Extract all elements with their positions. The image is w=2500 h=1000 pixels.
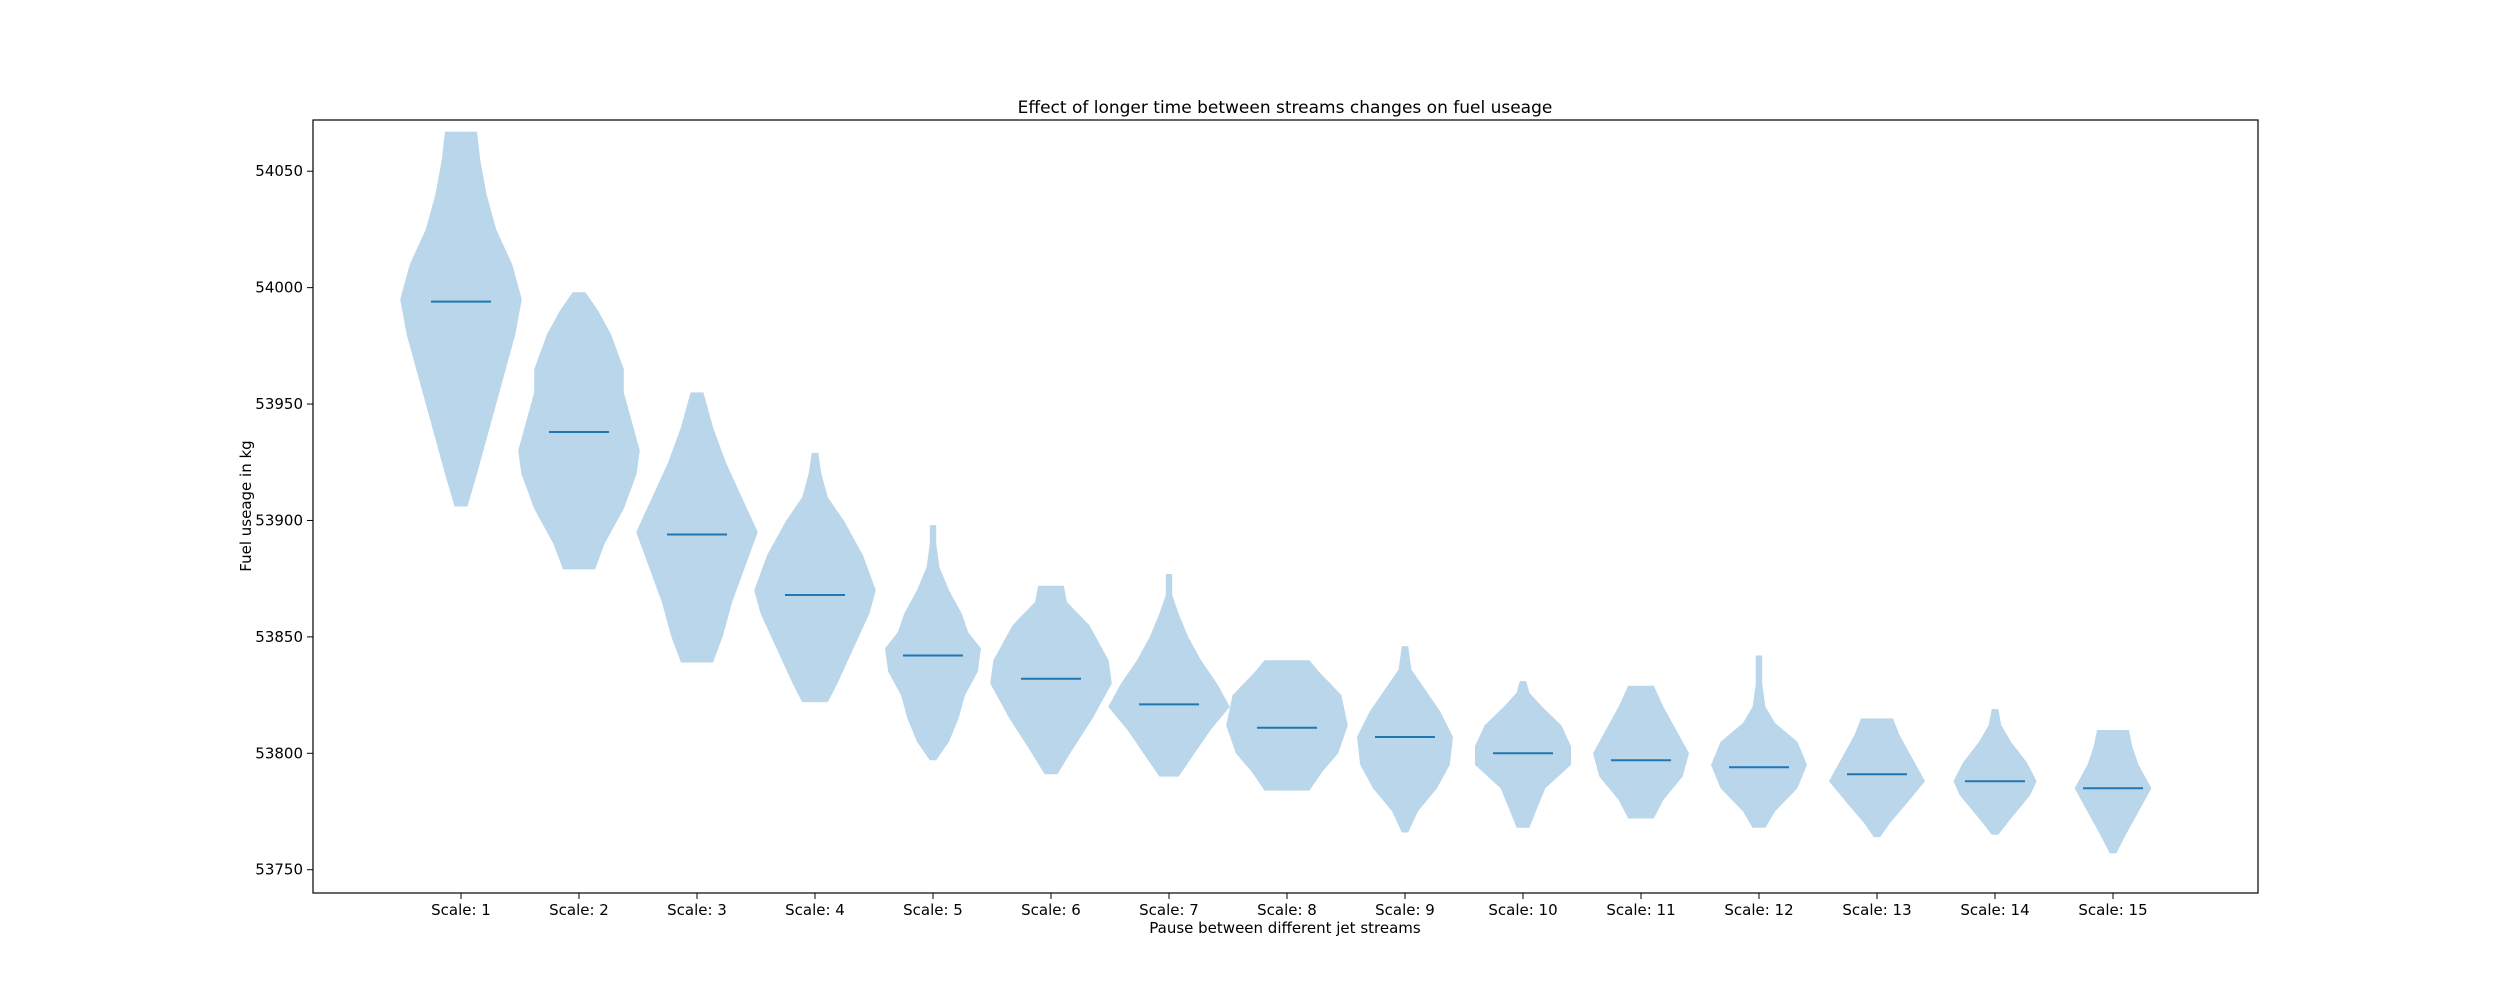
- plot-frame: [312, 119, 2259, 894]
- y-tick-label-6: 54000: [255, 279, 303, 297]
- x-tick-label-13: Scale: 13: [1842, 901, 1911, 919]
- violin-9: [1357, 646, 1453, 833]
- y-tick-label-7: 54050: [255, 162, 303, 180]
- violins-group: [400, 131, 2152, 854]
- medians-group: [431, 300, 2143, 790]
- y-axis-label: Fuel useage in kg: [237, 440, 255, 571]
- x-axis: Scale: 1 Scale: 2 Scale: 3 Scale: 4 Scale: 5…: [431, 893, 2148, 919]
- x-tick-label-4: Scale: 4: [785, 901, 845, 919]
- x-tick-label-8: Scale: 8: [1257, 901, 1317, 919]
- violin-5: [885, 525, 981, 761]
- x-tick-label-7: Scale: 7: [1139, 901, 1199, 919]
- violin-6: [990, 585, 1112, 775]
- y-tick-label-5: 53950: [255, 395, 303, 413]
- x-tick-label-15: Scale: 15: [2078, 901, 2147, 919]
- x-tick-label-10: Scale: 10: [1488, 901, 1557, 919]
- violin-8: [1226, 660, 1348, 791]
- violin-2: [518, 292, 640, 570]
- violin-4: [754, 452, 876, 703]
- y-tick-label-3: 53850: [255, 628, 303, 646]
- x-tick-label-3: Scale: 3: [667, 901, 727, 919]
- chart-title: Effect of longer time between streams ch…: [1018, 98, 1553, 118]
- violin-14: [1953, 709, 2037, 835]
- violin-15: [2074, 730, 2152, 854]
- x-axis-label: Pause between different jet streams: [1149, 919, 1421, 937]
- y-axis: 53750 53800 53850 53900 53950 54000 54050: [255, 162, 313, 879]
- violin-1: [400, 131, 522, 507]
- x-tick-label-5: Scale: 5: [903, 901, 963, 919]
- x-tick-label-14: Scale: 14: [1960, 901, 2029, 919]
- x-tick-label-9: Scale: 9: [1375, 901, 1435, 919]
- y-tick-label-1: 53750: [255, 861, 303, 879]
- x-tick-label-12: Scale: 12: [1724, 901, 1793, 919]
- violin-10: [1475, 681, 1571, 828]
- violin-12: [1711, 655, 1807, 828]
- x-tick-label-6: Scale: 6: [1021, 901, 1081, 919]
- violin-13: [1829, 718, 1925, 838]
- x-tick-label-11: Scale: 11: [1606, 901, 1675, 919]
- x-tick-label-2: Scale: 2: [549, 901, 609, 919]
- y-tick-label-2: 53800: [255, 744, 303, 762]
- y-tick-label-4: 53900: [255, 511, 303, 529]
- violin-3: [636, 392, 758, 663]
- violin-11: [1593, 685, 1689, 819]
- violin-7: [1108, 574, 1230, 777]
- x-tick-label-1: Scale: 1: [431, 901, 491, 919]
